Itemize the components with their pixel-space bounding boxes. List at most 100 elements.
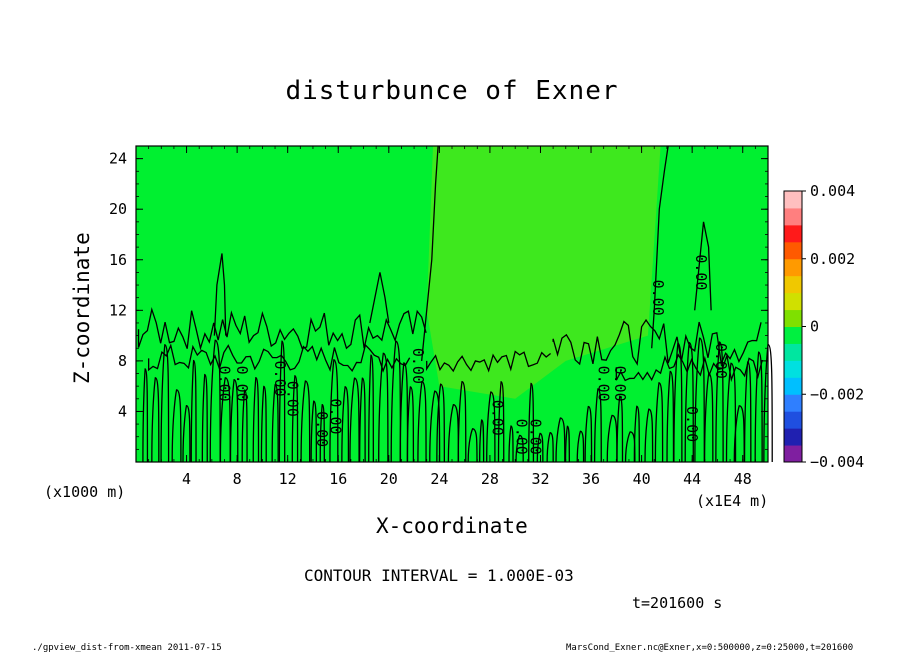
contour-line [725, 362, 737, 463]
contour-line [213, 253, 227, 336]
contour-labels: 0.00 0.00 0.000.000.000.000.000.000.000.00… [215, 254, 730, 454]
contour-label: 0.00 [488, 400, 506, 436]
contour-line [378, 352, 389, 463]
contour-line [291, 375, 299, 463]
contour-label: 0.00 [313, 411, 331, 447]
contour-line [368, 354, 374, 463]
colorbar-swatch [784, 428, 802, 446]
contour-label: 0.00 [712, 343, 730, 379]
y-tick-label: 20 [109, 200, 127, 218]
colorbar-swatch [784, 309, 802, 327]
x-tick-label: 28 [481, 470, 499, 488]
colorbar-swatch [784, 258, 802, 277]
contour-line [201, 373, 208, 463]
contour-line [406, 386, 415, 463]
x-tick-label: 40 [633, 470, 651, 488]
colorbar-swatch [784, 343, 802, 361]
x-tick-label: 44 [683, 470, 701, 488]
contour-line [241, 389, 248, 463]
contour-line [436, 383, 446, 463]
contour-label: 0.00 [409, 348, 427, 384]
contour-label: 0.00 [526, 419, 544, 455]
contour-interval-text: CONTOUR INTERVAL = 1.000E-03 [304, 566, 574, 585]
colorbar: 0.004 0.002 0 −0.002 −0.004 [783, 182, 864, 471]
x-tick-label: 36 [582, 470, 600, 488]
contour-label: 0.00 [595, 366, 613, 402]
y-tick-label: 12 [109, 301, 127, 319]
contour-line [260, 385, 267, 463]
contour-line [754, 351, 763, 463]
contour-label: 0.00 [683, 406, 701, 442]
contour-line [171, 389, 182, 463]
time-label: t=201600 s [632, 594, 723, 612]
contour-line [651, 145, 669, 349]
contour-lines [137, 145, 773, 463]
y-tick-label: 16 [109, 251, 127, 269]
x-unit-label-2: (x1E4 m) [696, 492, 769, 510]
contour-line [486, 391, 496, 463]
contour-line [209, 339, 221, 463]
contour-line [536, 432, 544, 463]
colorbar-swatch [784, 326, 802, 344]
contour-line [552, 318, 762, 366]
x-tick-label: 12 [279, 470, 297, 488]
contour-label: 0.00 [284, 381, 302, 417]
contour-line [278, 340, 286, 463]
contour-line [341, 386, 350, 463]
contour-line [310, 400, 317, 463]
x-axis-label: X-coordinate [376, 514, 528, 538]
footer-right-text: MarsCond_Exner.nc@Exner,x=0:500000,z=0:2… [566, 643, 854, 653]
colorbar-swatch [784, 241, 802, 260]
contour-line [142, 368, 149, 463]
contour-line [666, 370, 675, 463]
field-region [426, 146, 661, 399]
contour-line [694, 337, 705, 463]
contour-label: 0.00 [271, 361, 289, 397]
colorbar-tick-label: −0.004 [810, 453, 864, 471]
contour-line [654, 382, 664, 463]
contour-line [515, 434, 524, 463]
colorbar-swatch [784, 207, 802, 226]
contour-line [615, 353, 763, 383]
contour-line [359, 377, 366, 463]
contour-line [694, 221, 712, 311]
y-tick-label: 24 [109, 150, 127, 168]
contour-line [564, 425, 570, 463]
contour-line [252, 376, 260, 463]
colorbar-swatch [784, 224, 802, 243]
contour-line [147, 343, 411, 373]
contour-label: 0.00 [233, 366, 251, 402]
y-tick-label: 8 [118, 352, 127, 370]
contour-line [555, 417, 566, 463]
colorbar-tick-label: 0 [810, 318, 819, 336]
colorbar-swatch [784, 394, 802, 412]
contour-line [576, 430, 585, 463]
colorbar-swatch [784, 191, 802, 209]
contour-label: 0.00 [611, 366, 629, 402]
contour-label: 0.00 [327, 398, 345, 434]
x-tick-label: 20 [380, 470, 398, 488]
contour-line [497, 381, 505, 463]
contour-line [644, 408, 654, 463]
contour-line [457, 380, 467, 463]
colorbar-swatch [784, 292, 802, 311]
chart-title: disturbunce of Exner [285, 76, 619, 106]
contour-line [160, 344, 170, 463]
x-tick-label: 48 [734, 470, 752, 488]
colorbar-swatch [784, 360, 802, 378]
contour-line [508, 425, 514, 463]
contour-line [219, 377, 231, 463]
contour-label: 0.00 [649, 280, 667, 316]
footer-left-text: ./gpview_dist-from-xmean 2011-07-15 [32, 643, 222, 653]
contour-line [390, 340, 402, 463]
y-tick-label: 4 [118, 402, 127, 420]
contour-line [421, 145, 439, 361]
x-tick-label: 16 [329, 470, 347, 488]
x-tick-label: 4 [182, 470, 191, 488]
contour-line [616, 395, 624, 463]
colorbar-swatch [784, 377, 802, 395]
contour-line [151, 377, 160, 463]
contour-line [584, 405, 593, 463]
